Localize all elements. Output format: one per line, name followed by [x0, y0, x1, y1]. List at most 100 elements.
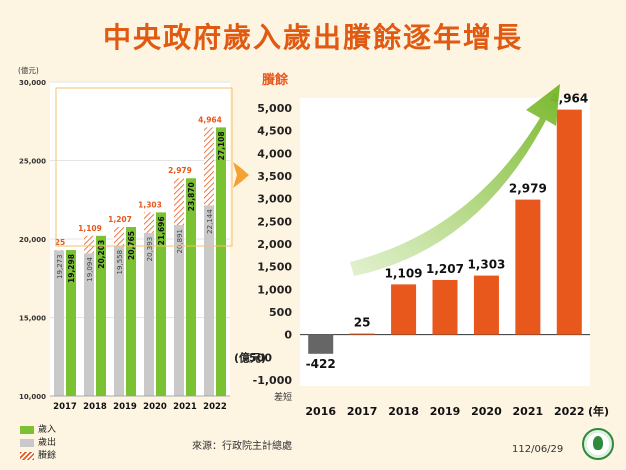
legend-revenue-label: 歲入: [38, 425, 57, 435]
right-y-tick-label: 2,500: [257, 215, 292, 228]
right-chart-title: 賸餘: [262, 72, 289, 88]
right-y-tick-label: 4,000: [257, 147, 292, 160]
left-expenditure-label: 19,094: [86, 257, 94, 282]
right-x-tick-label: 2020: [471, 405, 502, 418]
left-x-tick-label: 2019: [113, 402, 137, 412]
left-x-tick-label: 2020: [143, 402, 167, 412]
right-y-tick-label: -1,000: [253, 374, 293, 387]
left-y-tick-label: 20,000: [19, 236, 46, 244]
left-y-tick-label: 30,000: [19, 79, 46, 87]
left-bar-surplus: [84, 235, 94, 254]
right-y-tick-label: 2,000: [257, 238, 292, 251]
right-y-tick-label: 5,000: [257, 102, 292, 115]
right-value-label: 1,109: [385, 266, 423, 280]
zoom-arrow-icon: [233, 162, 249, 188]
left-bar-revenue: [216, 127, 226, 396]
legend-surplus: 賸餘: [20, 448, 56, 461]
right-y-tick-label: 1,500: [257, 261, 292, 274]
left-expenditure-label: 19,558: [116, 250, 124, 274]
left-bar-surplus: [174, 178, 184, 226]
left-bar-revenue: [66, 250, 76, 396]
left-x-tick-label: 2021: [173, 402, 197, 412]
right-value-label: 25: [354, 316, 371, 330]
left-revenue-label: 20,203: [97, 240, 106, 269]
right-value-label: 2,979: [509, 182, 547, 196]
left-bar-expenditure: [84, 253, 94, 396]
right-value-label: 1,303: [467, 258, 505, 272]
left-bar-expenditure: [114, 245, 124, 396]
left-revenue-label: 20,765: [127, 231, 136, 260]
right-bar: [473, 275, 499, 335]
left-bar-expenditure: [144, 232, 154, 396]
right-value-label: 4,964: [550, 92, 588, 106]
legend-expenditure-label: 歲出: [38, 438, 57, 448]
left-bar-surplus: [114, 226, 124, 246]
left-unit-label: (億元): [18, 65, 39, 75]
legend-surplus-swatch: [20, 451, 34, 460]
left-highlight-box: [55, 87, 233, 247]
legend-expenditure: 歲出: [20, 435, 56, 448]
right-x-tick-label: 2017: [347, 405, 378, 418]
right-value-label: 1,207: [426, 262, 464, 276]
left-x-tick-label: 2022: [203, 402, 227, 412]
left-revenue-label: 23,870: [187, 182, 196, 211]
right-bar: [515, 199, 541, 335]
right-y-tick-label: 0: [284, 329, 292, 342]
left-expenditure-label: 20,891: [176, 229, 184, 254]
left-revenue-label: 27,108: [217, 131, 226, 160]
legend-revenue-swatch: [20, 425, 34, 434]
left-expenditure-label: 22,144: [206, 209, 214, 234]
left-expenditure-label: 19,273: [56, 254, 64, 278]
right-y-tick-label: -500: [244, 351, 272, 364]
right-bar: [391, 284, 417, 335]
left-surplus-label: 1,207: [108, 215, 132, 224]
left-revenue-label: 19,298: [67, 254, 76, 283]
right-x-tick-label: 2018: [388, 405, 419, 418]
legend-expenditure-swatch: [20, 438, 34, 447]
page-title: 中央政府歲入歲出賸餘逐年增長: [102, 21, 523, 54]
right-x-tick-label: 2019: [430, 405, 461, 418]
left-bar-revenue: [156, 212, 166, 396]
source-note: 來源：行政院主計總處: [192, 441, 292, 452]
left-bar-revenue: [96, 235, 106, 396]
right-y-tick-label: 500: [269, 306, 292, 319]
left-x-tick-label: 2017: [53, 402, 77, 412]
government-seal-icon: [582, 428, 614, 460]
legend-revenue: 歲入: [20, 422, 56, 435]
left-bar-expenditure: [174, 225, 184, 396]
growth-arrow-icon: [350, 84, 560, 276]
left-surplus-label: 2,979: [168, 166, 192, 175]
left-surplus-label: 1,303: [138, 200, 162, 209]
right-value-label: -422: [306, 357, 336, 371]
right-y-axis-label: (億元): [234, 350, 266, 364]
right-bar: [349, 333, 375, 335]
right-y-tick-label: 1,000: [257, 283, 292, 296]
legend-surplus-label: 賸餘: [38, 451, 57, 461]
left-surplus-label: 25: [55, 238, 65, 247]
left-y-tick-label: 25,000: [19, 158, 46, 166]
left-bar-revenue: [126, 226, 136, 396]
left-bar-expenditure: [54, 250, 64, 396]
right-y-tick-label: 4,500: [257, 125, 292, 138]
right-x-unit-label: (年): [588, 404, 609, 418]
left-revenue-label: 21,696: [157, 216, 166, 245]
right-bar: [556, 109, 582, 335]
right-x-tick-label: 2016: [305, 405, 336, 418]
left-bar-surplus: [144, 212, 154, 233]
right-negative-label: 差短: [274, 391, 292, 403]
right-x-tick-label: 2021: [513, 405, 544, 418]
left-surplus-label: 1,109: [78, 224, 102, 233]
left-x-tick-label: 2018: [83, 402, 107, 412]
right-bar: [308, 334, 334, 354]
left-bar-surplus: [204, 127, 214, 206]
date-stamp: 112/06/29: [512, 444, 564, 455]
right-y-tick-label: 3,000: [257, 193, 292, 206]
left-y-tick-label: 10,000: [19, 393, 46, 401]
left-surplus-label: 4,964: [198, 115, 222, 124]
right-y-tick-label: 3,500: [257, 170, 292, 183]
left-bar-revenue: [186, 178, 196, 396]
left-bar-expenditure: [204, 205, 214, 396]
right-bar: [432, 279, 458, 335]
right-plot-area: [300, 98, 590, 386]
